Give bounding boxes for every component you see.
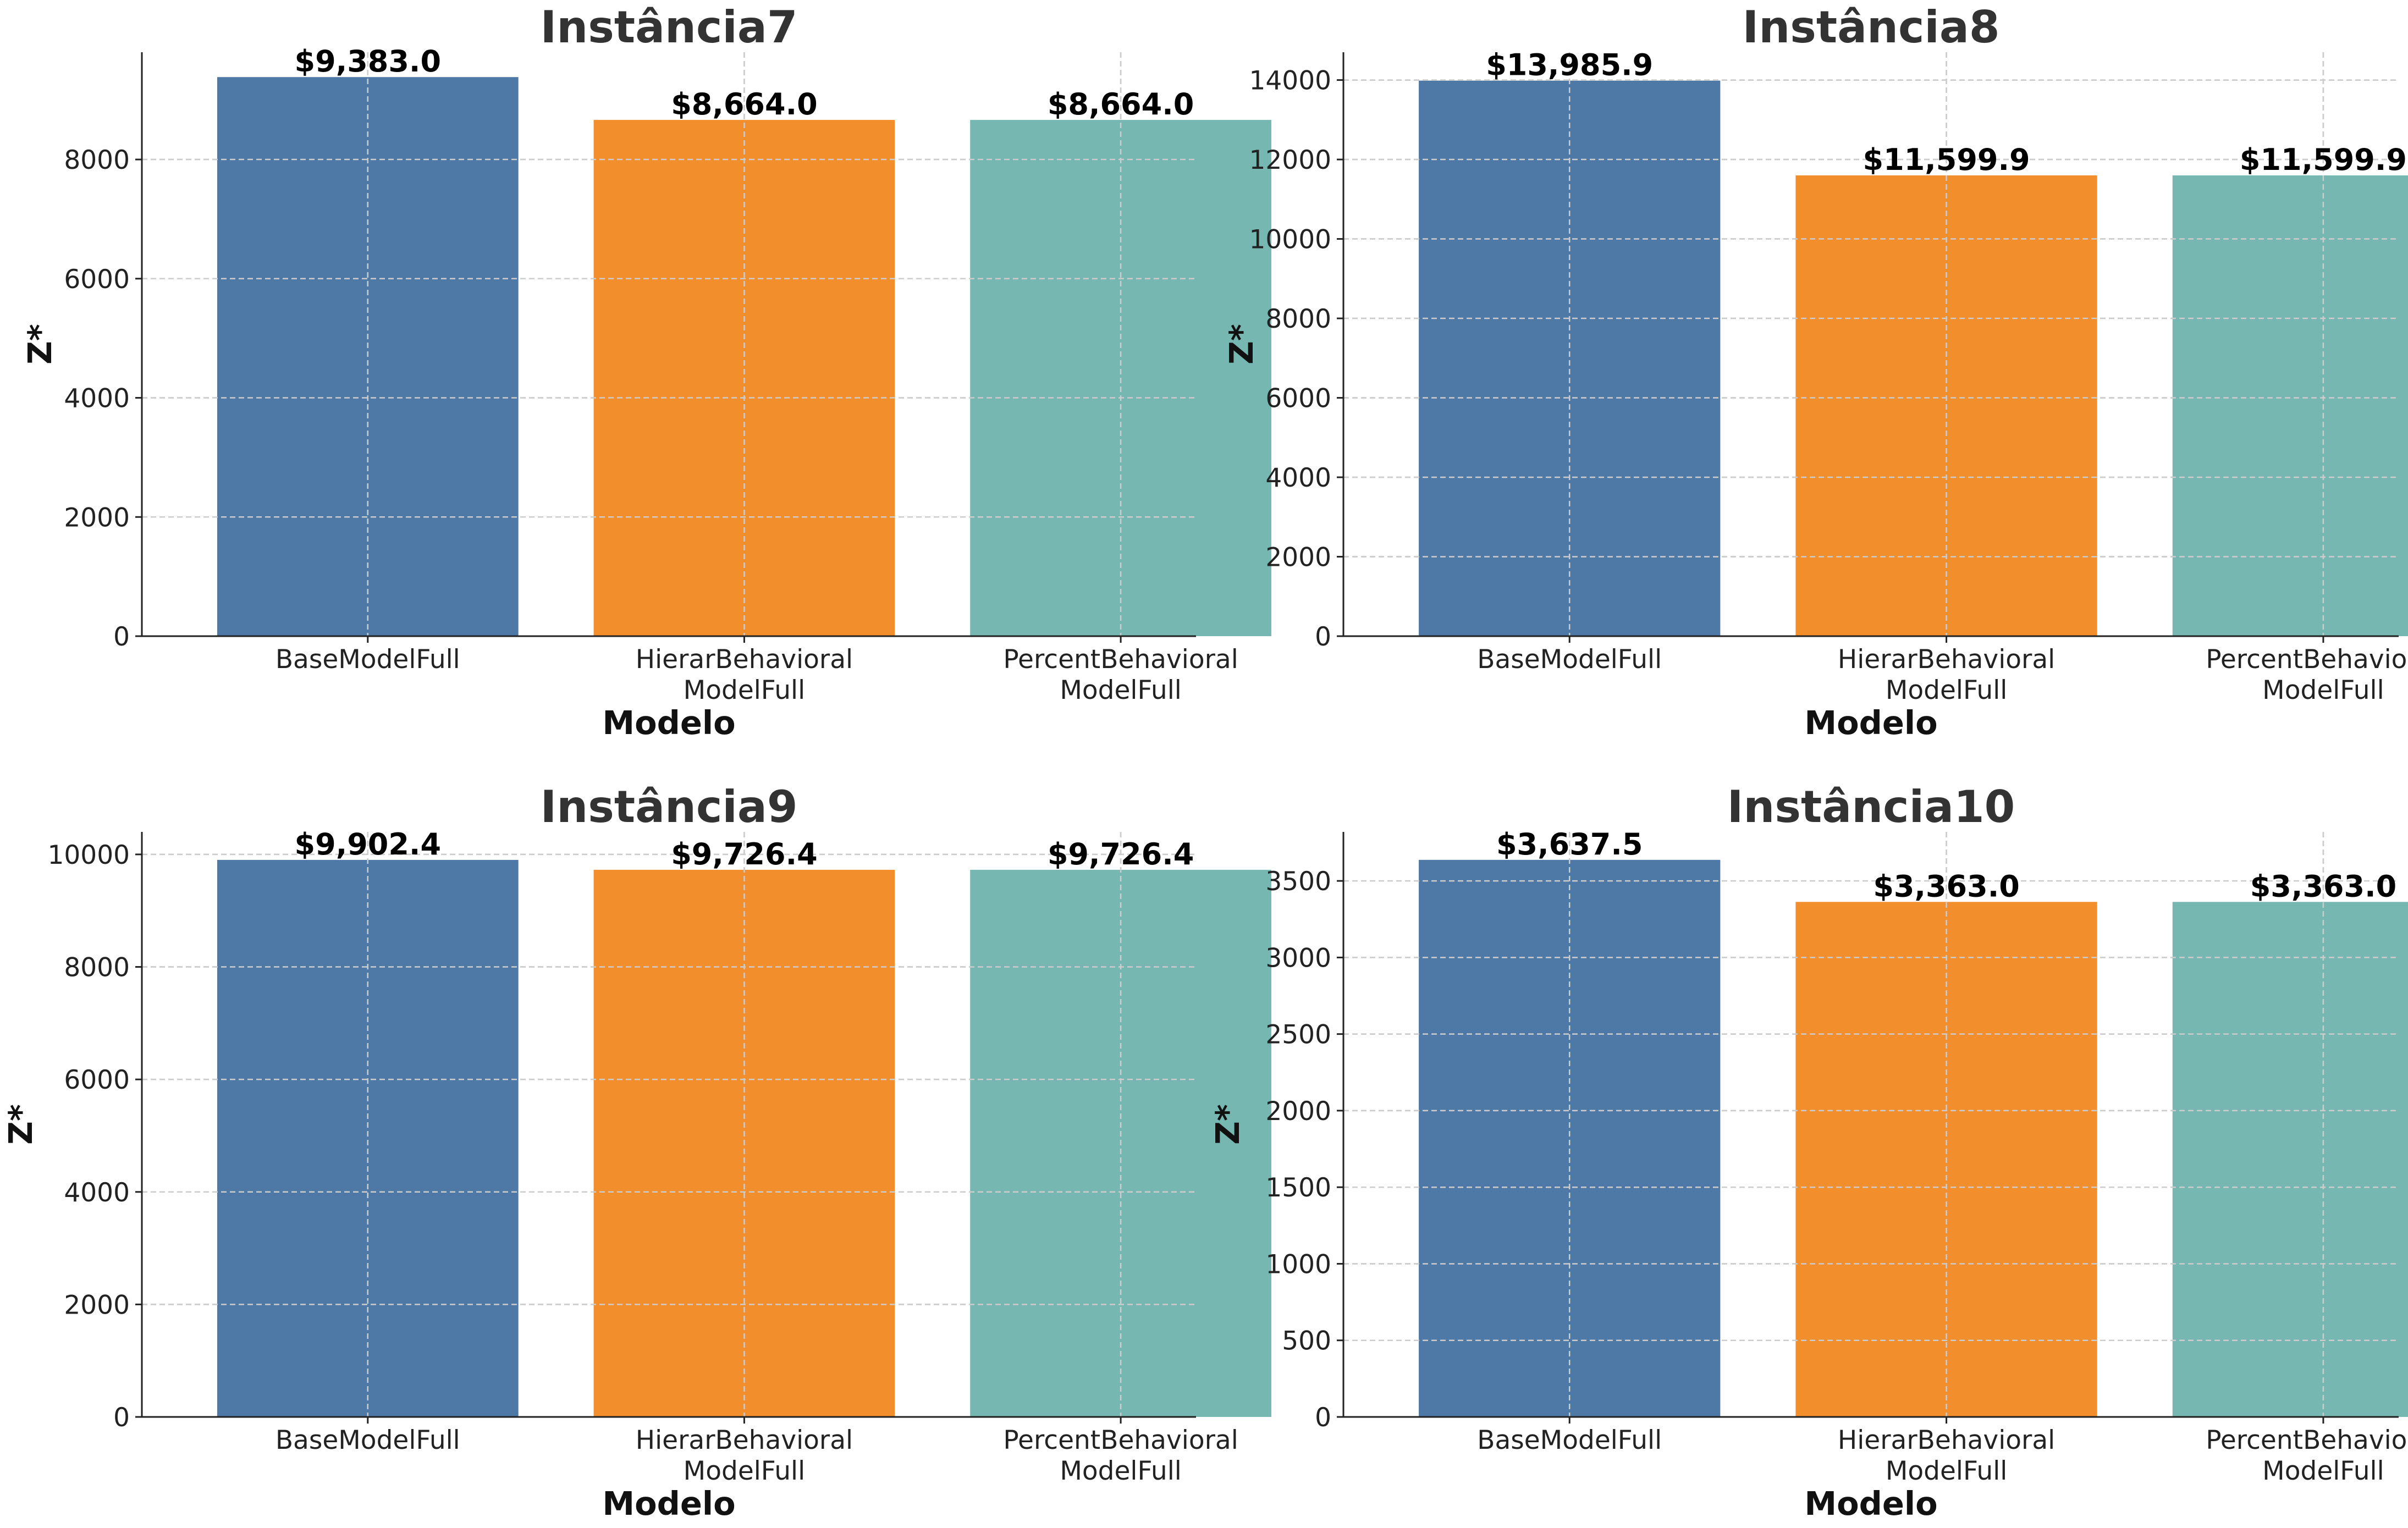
subplot-4: 0 500 1000 1500 2000 2500 3000 3500 $3,637.5 $3,3… <box>1209 781 2408 1523</box>
x-tick-label: BaseModelFull <box>1477 1425 1662 1455</box>
y-axis-label: Z* <box>1209 1104 1247 1145</box>
y-tick-label: 2500 <box>1265 1020 1331 1050</box>
x-tick-label: ModelFull <box>1060 675 1181 705</box>
data-label: $3,363.0 <box>1873 869 2019 903</box>
data-label: $9,902.4 <box>295 827 441 862</box>
y-axis-label: Z* <box>2 1104 40 1145</box>
x-axis-label: Modelo <box>602 1485 735 1523</box>
x-tick-label: HierarBehavioral <box>1838 644 2055 675</box>
y-tick-label: 4000 <box>64 1178 130 1208</box>
y-tick-label: 2000 <box>1265 543 1331 573</box>
y-tick-label: 0 <box>113 622 130 652</box>
y-axis-label: Z* <box>21 324 59 365</box>
x-tick-label: ModelFull <box>1886 1456 2007 1486</box>
bar <box>1419 859 1721 1417</box>
x-tick-label: HierarBehavioral <box>636 1425 853 1455</box>
x-tick-label: ModelFull <box>684 675 805 705</box>
x-tick-label: BaseModelFull <box>275 1425 460 1455</box>
data-label: $3,363.0 <box>2250 869 2396 903</box>
x-tick-label: ModelFull <box>684 1456 805 1486</box>
y-tick-label: 10000 <box>47 840 130 870</box>
y-tick-label: 6000 <box>1265 384 1331 414</box>
x-tick-label: PercentBehavioral <box>2206 1425 2408 1455</box>
y-tick-label: 8000 <box>64 145 130 175</box>
x-tick-label: ModelFull <box>1886 675 2007 705</box>
subplot-1: 0 2000 4000 6000 8000 $9,383.0 $8,664.0 $8,664.… <box>21 2 1271 742</box>
subplot-2: 0 2000 4000 6000 8000 10000 12000 14000 $13,985.… <box>1222 2 2408 742</box>
chart-title: Instância9 <box>540 781 797 832</box>
y-tick-label: 3500 <box>1265 867 1331 897</box>
x-tick-label: PercentBehavioral <box>1003 1425 1238 1455</box>
data-label: $11,599.9 <box>2240 142 2407 177</box>
data-label: $3,637.5 <box>1496 827 1643 862</box>
y-tick-label: 1000 <box>1265 1249 1331 1279</box>
x-tick-label: HierarBehavioral <box>636 644 853 675</box>
data-label: $9,726.4 <box>1048 837 1194 871</box>
x-axis-label: Modelo <box>1804 704 1937 742</box>
y-axis-label: Z* <box>1222 324 1260 365</box>
data-label: $9,383.0 <box>295 44 441 79</box>
y-tick-label: 2000 <box>64 503 130 533</box>
bar <box>2172 175 2408 636</box>
y-tick-label: 12000 <box>1249 145 1331 175</box>
chart-title: Instância7 <box>540 2 797 53</box>
x-axis-label: Modelo <box>1804 1485 1937 1523</box>
y-tick-label: 14000 <box>1249 66 1331 96</box>
bar <box>2172 902 2408 1417</box>
data-label: $11,599.9 <box>1863 142 2030 177</box>
data-label: $9,726.4 <box>671 837 817 871</box>
y-tick-label: 4000 <box>64 384 130 414</box>
y-tick-label: 8000 <box>1265 304 1331 334</box>
subplot-3: 0 2000 4000 6000 8000 10000 $9,902.4 $9,726.4 $9… <box>2 781 1271 1523</box>
x-tick-label: BaseModelFull <box>1477 644 1662 675</box>
y-tick-label: 0 <box>1315 1403 1331 1433</box>
y-tick-label: 0 <box>1315 622 1331 652</box>
x-axis-label: Modelo <box>602 704 735 742</box>
y-tick-label: 8000 <box>64 953 130 983</box>
y-tick-label: 0 <box>113 1403 130 1433</box>
chart-title: Instância10 <box>1727 781 2015 832</box>
x-tick-label: BaseModelFull <box>275 644 460 675</box>
x-tick-label: ModelFull <box>1060 1456 1181 1486</box>
y-tick-label: 500 <box>1282 1326 1331 1356</box>
bar <box>217 859 519 1417</box>
x-tick-label: ModelFull <box>2262 675 2384 705</box>
bar <box>1419 80 1721 636</box>
y-tick-label: 2000 <box>64 1290 130 1320</box>
x-tick-label: PercentBehavioral <box>2206 644 2408 675</box>
data-label: $13,985.9 <box>1486 48 1653 82</box>
x-tick-label: ModelFull <box>2262 1456 2384 1486</box>
x-tick-label: PercentBehavioral <box>1003 644 1238 675</box>
y-tick-label: 4000 <box>1265 463 1331 493</box>
y-tick-label: 2000 <box>1265 1096 1331 1127</box>
y-tick-label: 3000 <box>1265 943 1331 973</box>
y-tick-label: 6000 <box>64 1065 130 1095</box>
y-tick-label: 1500 <box>1265 1173 1331 1203</box>
y-tick-label: 10000 <box>1249 225 1331 255</box>
x-tick-label: HierarBehavioral <box>1838 1425 2055 1455</box>
data-label: $8,664.0 <box>671 87 817 122</box>
y-tick-label: 6000 <box>64 264 130 295</box>
chart-title: Instância8 <box>1742 2 1999 53</box>
data-label: $8,664.0 <box>1048 87 1194 122</box>
